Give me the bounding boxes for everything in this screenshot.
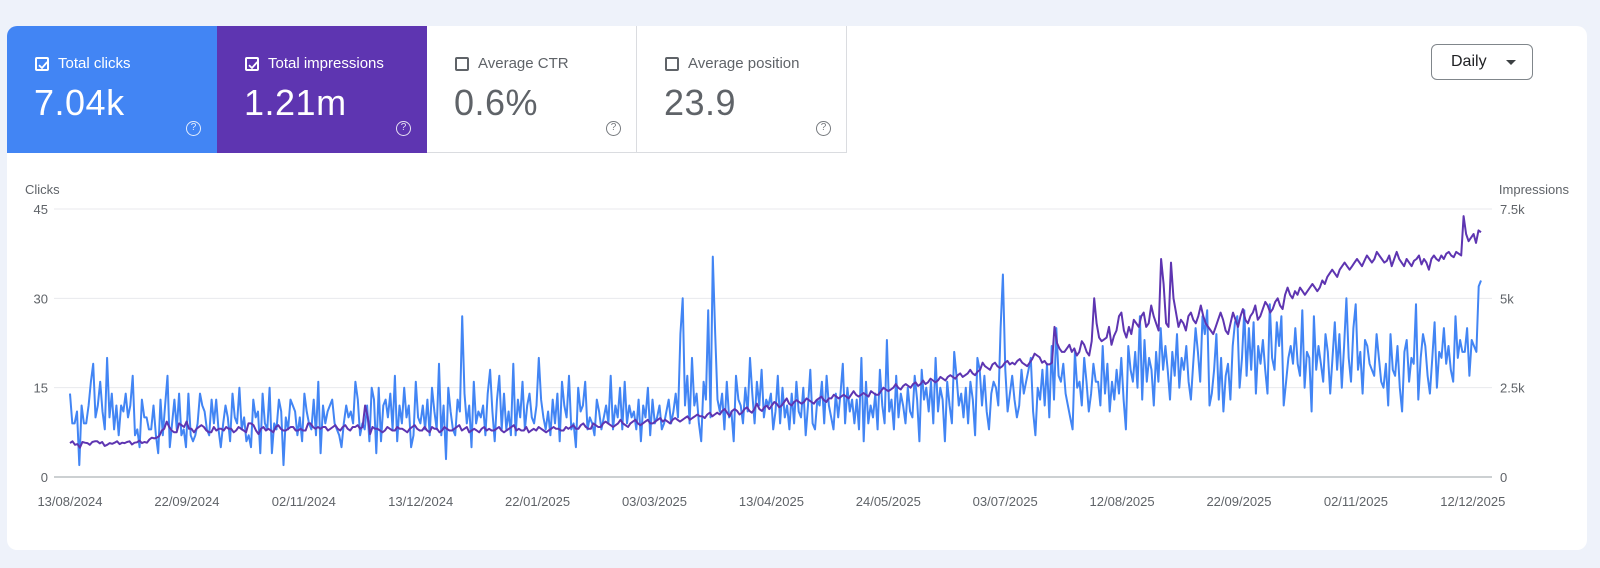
- metric-tile-total-impressions[interactable]: Total impressions 1.21m ?: [217, 26, 427, 153]
- help-icon[interactable]: ?: [816, 121, 831, 136]
- metric-label: Average position: [688, 55, 800, 72]
- y-tick-right: 7.5k: [1500, 202, 1525, 217]
- grid-lines: [54, 208, 1492, 478]
- x-tick: 13/12/2024: [388, 494, 453, 509]
- metric-head: Average CTR: [455, 55, 569, 72]
- metric-value: 0.6%: [454, 82, 539, 123]
- y-tick-left: 30: [34, 291, 48, 306]
- y-tick-left: 0: [41, 470, 48, 485]
- y-tick-left: 15: [34, 381, 48, 396]
- y-tick-left: 45: [34, 202, 48, 217]
- metric-tile-average-position[interactable]: Average position 23.9 ?: [637, 26, 847, 153]
- metric-label: Average CTR: [478, 55, 569, 72]
- x-tick: 12/08/2025: [1090, 494, 1155, 509]
- y-tick-right: 2.5k: [1500, 381, 1525, 396]
- metric-value: 7.04k: [34, 82, 125, 123]
- series-line-total-impressions: [69, 215, 1482, 449]
- granularity-dropdown[interactable]: Daily: [1431, 44, 1533, 80]
- metric-head: Average position: [665, 55, 799, 72]
- x-tick: 03/07/2025: [973, 494, 1038, 509]
- x-tick: 22/09/2024: [154, 494, 219, 509]
- x-tick: 12/12/2025: [1440, 494, 1505, 509]
- x-tick: 03/03/2025: [622, 494, 687, 509]
- performance-card: Total clicks 7.04k ? Total impressions 1…: [7, 26, 1587, 550]
- checkbox-unchecked-icon[interactable]: [455, 56, 469, 71]
- x-tick: 24/05/2025: [856, 494, 921, 509]
- x-tick: 02/11/2024: [272, 494, 336, 509]
- help-icon[interactable]: ?: [606, 121, 621, 136]
- y-axis-left-label: Clicks: [25, 182, 60, 197]
- checkbox-unchecked-icon[interactable]: [665, 56, 679, 71]
- y-axis-right-ticks: 7.5k 5k 2.5k 0: [1500, 202, 1525, 485]
- performance-chart[interactable]: Clicks Impressions 45 30 15 0 7.5k 5k 2.5k 0 1…: [7, 26, 1587, 550]
- series-lines: [69, 215, 1482, 467]
- metric-head: Total clicks: [35, 55, 131, 72]
- y-tick-right: 0: [1500, 470, 1507, 485]
- help-icon[interactable]: ?: [396, 121, 411, 136]
- x-tick: 02/11/2025: [1324, 494, 1388, 509]
- metric-head: Total impressions: [245, 55, 384, 72]
- metric-tile-average-ctr[interactable]: Average CTR 0.6% ?: [427, 26, 637, 153]
- metric-tile-total-clicks[interactable]: Total clicks 7.04k ?: [7, 26, 217, 153]
- help-icon[interactable]: ?: [186, 121, 201, 136]
- metric-value: 23.9: [664, 82, 737, 123]
- metric-label: Total clicks: [58, 55, 131, 72]
- metric-value: 1.21m: [244, 82, 347, 123]
- caret-down-icon: [1506, 60, 1516, 65]
- x-tick: 13/08/2024: [37, 494, 102, 509]
- y-axis-left-ticks: 45 30 15 0: [34, 202, 48, 485]
- x-axis-ticks: 13/08/2024 22/09/2024 02/11/2024 13/12/2024…: [37, 494, 1505, 509]
- x-tick: 22/01/2025: [505, 494, 570, 509]
- y-tick-right: 5k: [1500, 291, 1514, 306]
- metric-label: Total impressions: [268, 55, 384, 72]
- x-tick: 13/04/2025: [739, 494, 804, 509]
- metric-tiles: Total clicks 7.04k ? Total impressions 1…: [7, 26, 847, 153]
- checkbox-checked-icon[interactable]: [245, 56, 259, 71]
- x-tick: 22/09/2025: [1206, 494, 1271, 509]
- y-axis-right-label: Impressions: [1499, 182, 1570, 197]
- series-line-total-clicks: [69, 255, 1482, 467]
- checkbox-checked-icon[interactable]: [35, 56, 49, 71]
- granularity-value: Daily: [1451, 53, 1487, 70]
